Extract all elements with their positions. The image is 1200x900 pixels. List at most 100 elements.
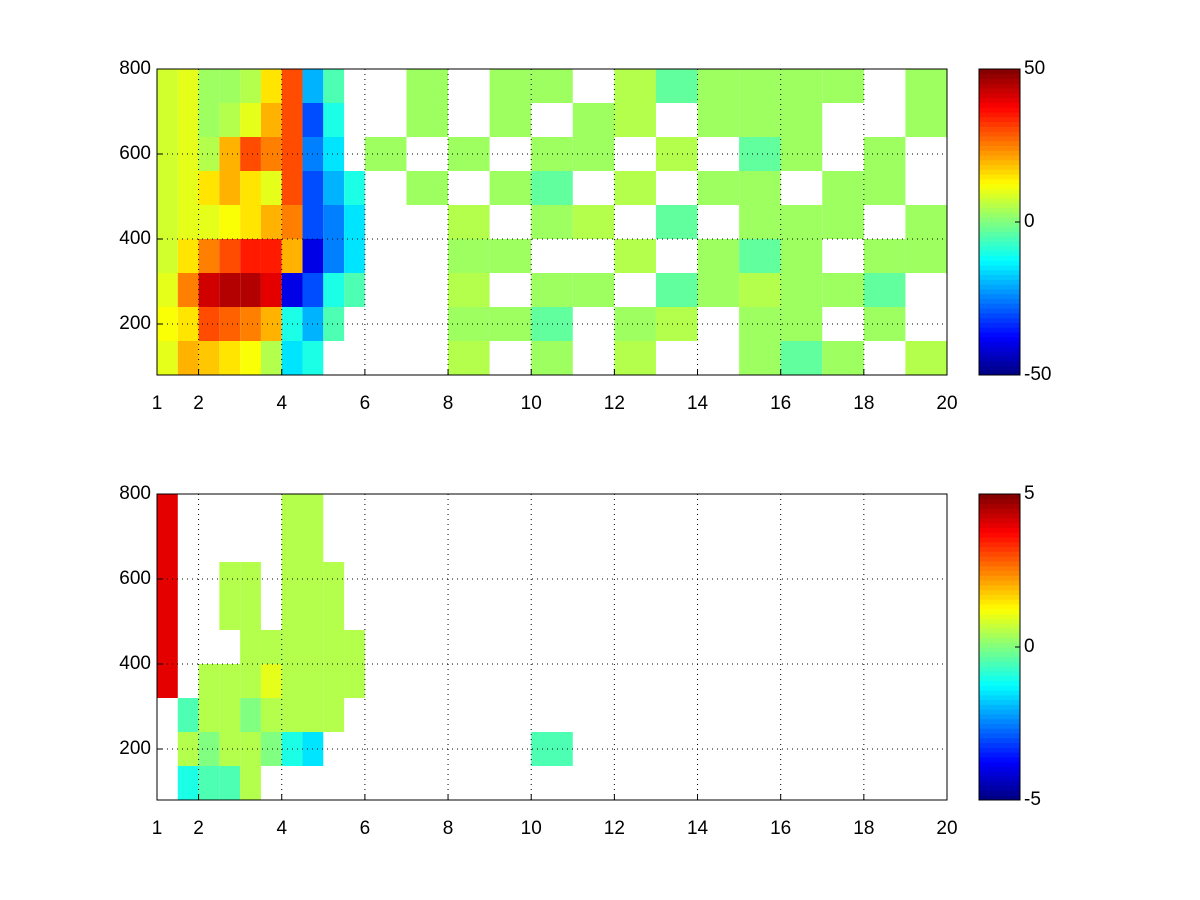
x-tick-label: 18 xyxy=(853,818,874,839)
colorbar-step xyxy=(979,556,1020,562)
heat-cell xyxy=(739,273,781,307)
heat-cell xyxy=(822,205,864,239)
colorbar-step xyxy=(979,78,1020,84)
heat-cell xyxy=(240,205,261,239)
colorbar-step xyxy=(979,312,1020,319)
heat-cell xyxy=(406,103,449,137)
y-tick-label: 200 xyxy=(119,738,151,759)
colorbar-step xyxy=(979,790,1020,796)
heat-cell xyxy=(344,273,365,307)
x-tick-label: 14 xyxy=(687,818,709,839)
x-tick-label: 4 xyxy=(276,393,287,414)
heat-cell xyxy=(302,664,324,698)
heat-cell xyxy=(219,562,241,596)
heat-cell xyxy=(260,171,282,205)
heat-cell xyxy=(281,273,303,307)
y-tick-label: 200 xyxy=(119,313,151,334)
heat-cell xyxy=(531,171,573,205)
heat-cell xyxy=(406,69,449,103)
heat-cell xyxy=(739,171,781,205)
heat-cell xyxy=(281,103,303,137)
heat-cell xyxy=(177,239,199,273)
colorbar-step xyxy=(979,150,1020,156)
colorbar-label: -5 xyxy=(1024,789,1041,810)
x-tick-label: 1 xyxy=(152,818,163,839)
heat-cell xyxy=(157,273,178,307)
colorbar-step xyxy=(979,69,1020,75)
heat-cell xyxy=(344,205,365,239)
heat-cell xyxy=(739,137,781,171)
heat-cell xyxy=(531,273,573,307)
heat-cell xyxy=(323,698,345,732)
heat-cell xyxy=(240,239,261,273)
heat-cell xyxy=(260,137,282,171)
heat-cell xyxy=(219,137,241,171)
colorbar-step xyxy=(979,327,1020,333)
x-tick-label: 8 xyxy=(443,818,454,839)
colorbar-step xyxy=(979,365,1020,371)
colorbar-step xyxy=(979,637,1020,643)
colorbar-step xyxy=(979,370,1020,376)
colorbar-step xyxy=(979,527,1020,533)
heat-cell xyxy=(281,239,303,273)
heat-cell xyxy=(302,239,324,273)
colorbar-step xyxy=(979,169,1020,175)
colorbar-label: 50 xyxy=(1024,58,1045,79)
colorbar-step xyxy=(979,498,1020,505)
heat-cell xyxy=(739,341,781,375)
colorbar-step xyxy=(979,231,1020,237)
colorbar-step xyxy=(979,618,1020,624)
colorbar-step xyxy=(979,690,1020,696)
heat-cell xyxy=(302,171,324,205)
colorbar-step xyxy=(979,317,1020,323)
heat-cell xyxy=(344,630,365,664)
heat-cell xyxy=(198,307,220,341)
heat-cell xyxy=(198,664,220,698)
heat-cell xyxy=(697,69,740,103)
colorbar-label: 0 xyxy=(1024,636,1035,657)
heat-cell xyxy=(344,664,365,698)
colorbar-step xyxy=(979,145,1020,151)
colorbar-step xyxy=(979,155,1020,161)
heat-cell xyxy=(260,307,282,341)
heat-cell xyxy=(323,137,345,171)
colorbar-step xyxy=(979,503,1020,509)
heat-cell xyxy=(323,205,345,239)
x-tick-label: 6 xyxy=(360,818,371,839)
heat-cell xyxy=(905,69,947,103)
heat-cell xyxy=(240,103,261,137)
heat-cell xyxy=(572,103,615,137)
colorbar-step xyxy=(979,274,1020,280)
heat-cell xyxy=(614,103,656,137)
colorbar-step xyxy=(979,360,1020,366)
colorbar-step xyxy=(979,212,1020,218)
x-tick-label: 20 xyxy=(936,818,957,839)
heat-cell xyxy=(406,171,449,205)
colorbar-step xyxy=(979,494,1020,500)
x-tick-label: 2 xyxy=(193,818,204,839)
heat-cell xyxy=(240,273,261,307)
colorbar-step xyxy=(979,303,1020,309)
colorbar-step xyxy=(979,517,1020,524)
colorbar-step xyxy=(979,551,1020,557)
colorbar-step xyxy=(979,126,1020,132)
heat-cell xyxy=(219,239,241,273)
colorbar-step xyxy=(979,341,1020,347)
y-tick-label: 800 xyxy=(119,58,151,79)
heat-cell xyxy=(240,307,261,341)
heat-cell xyxy=(364,137,407,171)
colorbar-step xyxy=(979,570,1020,576)
heat-cell xyxy=(614,171,656,205)
colorbar-step xyxy=(979,164,1020,170)
colorbar-step xyxy=(979,198,1020,204)
heat-cell xyxy=(323,239,345,273)
heat-cell xyxy=(822,273,864,307)
heat-cell xyxy=(157,494,178,528)
x-tick-label: 1 xyxy=(152,393,163,414)
heat-cell xyxy=(198,732,220,766)
heat-cell xyxy=(177,171,199,205)
heat-cell xyxy=(323,307,345,341)
colorbar-step xyxy=(979,116,1020,123)
colorbar-step xyxy=(979,107,1020,113)
colorbar-step xyxy=(979,761,1020,768)
